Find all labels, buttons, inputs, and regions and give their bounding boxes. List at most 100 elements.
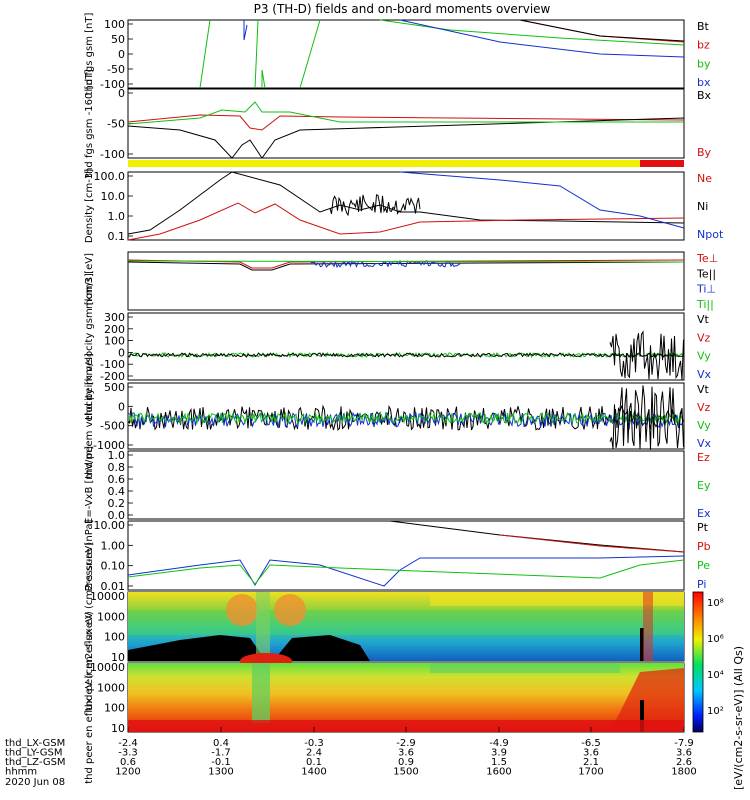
trace-by-4 [299, 19, 321, 89]
ytick-label: 0 [118, 400, 125, 413]
colorbar-ticks: 10⁸ 10⁶ 10⁴ 10² [707, 598, 724, 717]
panel-frame-efield [127, 450, 685, 520]
ytick-label: -50 [107, 118, 125, 131]
ylabel-peer_spectrogram: thd peer en eflux eV (cm2-s-sr-eV) [84, 611, 95, 784]
colorbar-tick: 10⁴ [707, 670, 724, 681]
xtick-label: -3.3 [118, 748, 138, 759]
ytick-label: 1000 [97, 681, 125, 694]
xtick-label: 2.6 [676, 757, 692, 768]
xtick-label: 0.4 [213, 738, 229, 749]
ytick-label: -1000 [93, 439, 125, 452]
xtick-label: -0.3 [304, 738, 324, 749]
legend-Vz: Vz [697, 401, 711, 414]
xtick-label: 3.9 [491, 748, 507, 759]
peir-black-column [640, 628, 644, 661]
trace-peem-vy [127, 411, 684, 425]
xtick-label: 1.5 [491, 757, 507, 768]
ytick-label: 10000 [90, 590, 125, 603]
legend-Vz: Vz [697, 331, 711, 344]
ytick-label: 0 [118, 87, 125, 100]
ytick-label: 1000 [97, 610, 125, 623]
legend-Vx: Vx [697, 368, 712, 381]
trace-ti-par [127, 260, 685, 263]
peir-red-column [643, 592, 653, 661]
ylabel-peem_velocity: thd peem velocity [km/s] [84, 353, 95, 479]
panel-frame-mom_temp [127, 251, 685, 311]
peir-green-band [128, 610, 684, 635]
trace-peim-vt-burst [609, 330, 684, 381]
ytick-label: 0.0 [108, 509, 126, 522]
legend-Vx: Vx [697, 437, 712, 450]
legend-Pe: Pe [697, 559, 710, 572]
legend-Vy: Vy [697, 350, 711, 363]
xtick-label: 1600 [486, 767, 511, 778]
xtick-label: 2.4 [306, 748, 322, 759]
trace-bx-2 [399, 19, 685, 58]
colorbar-tick: 10⁸ [707, 598, 724, 609]
ylabel-peim_velocity: thd peim velocity gsm [km/s] [84, 273, 95, 420]
peir-spectrogram [128, 592, 684, 669]
ytick-label: 100 [104, 18, 125, 31]
legend-Ni: Ni [697, 200, 708, 213]
peir-orange-blob-left [226, 594, 258, 626]
ytick-label: 0.10 [101, 560, 126, 573]
xtick-label: -0.1 [211, 757, 231, 768]
ytick-label: -50 [107, 63, 125, 76]
ytick-label: 10000 [90, 661, 125, 674]
legend-Pb: Pb [697, 540, 711, 553]
ytick-label: 100 [104, 631, 125, 644]
ylabel-density: Density [cm-3] [84, 169, 95, 243]
xaxis-row-label: thd_LX-GSM [5, 738, 65, 749]
ytick-label: 0.4 [108, 485, 126, 498]
panel-frame-pressure [127, 520, 685, 591]
xtick-label: 0.6 [120, 757, 136, 768]
ytick-label: 10 [111, 722, 125, 735]
trace-pi [127, 555, 685, 587]
xtick-label: 1200 [115, 767, 140, 778]
peir-yellow-top [430, 592, 684, 606]
ytick-label: 500 [104, 381, 125, 394]
xtick-label: 1800 [671, 767, 696, 778]
legend-Ez: Ez [697, 451, 710, 464]
ylabel-fgs_gsm_160: thd fgs gsm -160 [nT] [84, 69, 95, 178]
trace-by-1 [199, 19, 211, 89]
ytick-label: 0 [118, 346, 125, 359]
legend-By: By [697, 146, 712, 159]
legend-Ey: Ey [697, 479, 711, 492]
xtick-label: -1.7 [211, 748, 231, 759]
ytick-label: 0.6 [108, 473, 126, 486]
xtick-label: 1500 [393, 767, 418, 778]
trace-by-3 [261, 69, 266, 89]
ytick-label: 0.01 [101, 580, 126, 593]
legend-Ex: Ex [697, 507, 711, 520]
colorbar-tick: 10² [707, 706, 724, 717]
legend-Pi: Pi [697, 578, 706, 591]
peir-black-region [128, 635, 370, 661]
ytick-label: 0 [118, 48, 125, 61]
ylabel-peir_spectrogram: thd peir en eflux eV (cm2-s-sr-eV) [84, 542, 95, 711]
legend-Te||: Te|| [696, 267, 716, 280]
trace-ni-noise [329, 194, 421, 217]
colorbar: 10⁸ 10⁶ 10⁴ 10² [eV/(cm2-s-sr-eV)] (All Qs) [692, 591, 745, 790]
xtick-label: 3.6 [398, 748, 414, 759]
legend-Bx: Bx [697, 89, 712, 102]
region-bar [128, 160, 684, 167]
ytick-label: 1.00 [101, 539, 126, 552]
ytick-label: -100 [100, 358, 125, 371]
ytick-label: 100 [104, 335, 125, 348]
legend-Vt: Vt [697, 313, 710, 326]
region-bar-red [640, 160, 684, 167]
xaxis-row-label: hhmm [5, 767, 37, 778]
legend-Ti⊥: Ti⊥ [696, 283, 716, 296]
peer-black-column [640, 700, 644, 732]
xtick-label: -2.4 [118, 738, 138, 749]
trace-peim-vt [127, 352, 684, 358]
ytick-label: 0.8 [108, 461, 126, 474]
xtick-label: 3.6 [583, 748, 599, 759]
trace-bx-160 [127, 117, 685, 159]
xaxis-row-label: thd_LY-GSM [5, 748, 62, 759]
xtick-label: -7.9 [674, 738, 694, 749]
xtick-label: -2.9 [396, 738, 416, 749]
ytick-label: 0.1 [108, 230, 126, 243]
